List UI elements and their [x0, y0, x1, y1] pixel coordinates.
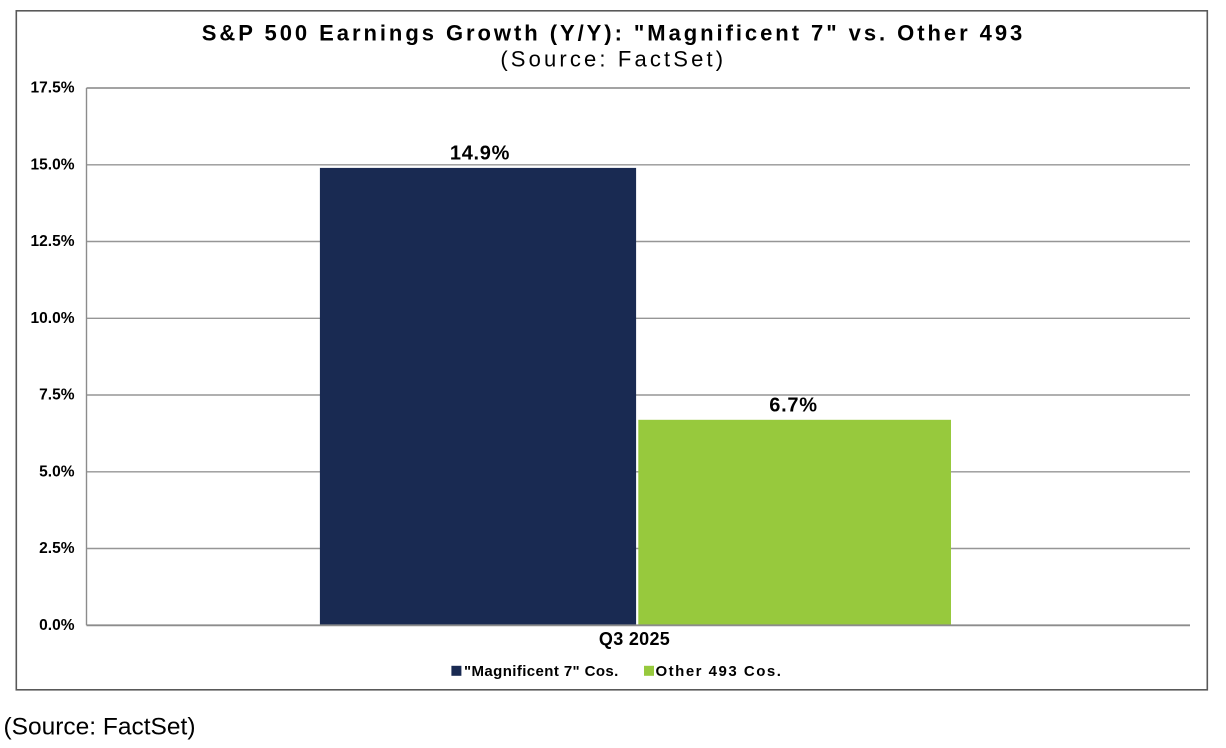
svg-text:15.0%: 15.0%	[31, 156, 75, 173]
svg-text:5.0%: 5.0%	[39, 463, 75, 480]
svg-text:(Source: FactSet): (Source: FactSet)	[500, 46, 726, 71]
svg-text:10.0%: 10.0%	[31, 310, 75, 327]
svg-text:"Magnificent 7" Cos.: "Magnificent 7" Cos.	[464, 663, 619, 680]
svg-text:2.5%: 2.5%	[39, 540, 75, 557]
svg-text:7.5%: 7.5%	[39, 387, 75, 404]
svg-text:Other 493 Cos.: Other 493 Cos.	[656, 663, 783, 680]
svg-text:0.0%: 0.0%	[39, 617, 75, 634]
svg-text:(Source: FactSet): (Source: FactSet)	[4, 714, 196, 741]
svg-text:17.5%: 17.5%	[31, 80, 75, 97]
svg-text:Q3 2025: Q3 2025	[599, 629, 670, 649]
svg-text:12.5%: 12.5%	[31, 233, 75, 250]
svg-text:14.9%: 14.9%	[450, 143, 510, 165]
svg-text:6.7%: 6.7%	[769, 395, 817, 417]
svg-text:S&P 500 Earnings Growth (Y/Y):: S&P 500 Earnings Growth (Y/Y): "Magnific…	[202, 21, 1025, 46]
